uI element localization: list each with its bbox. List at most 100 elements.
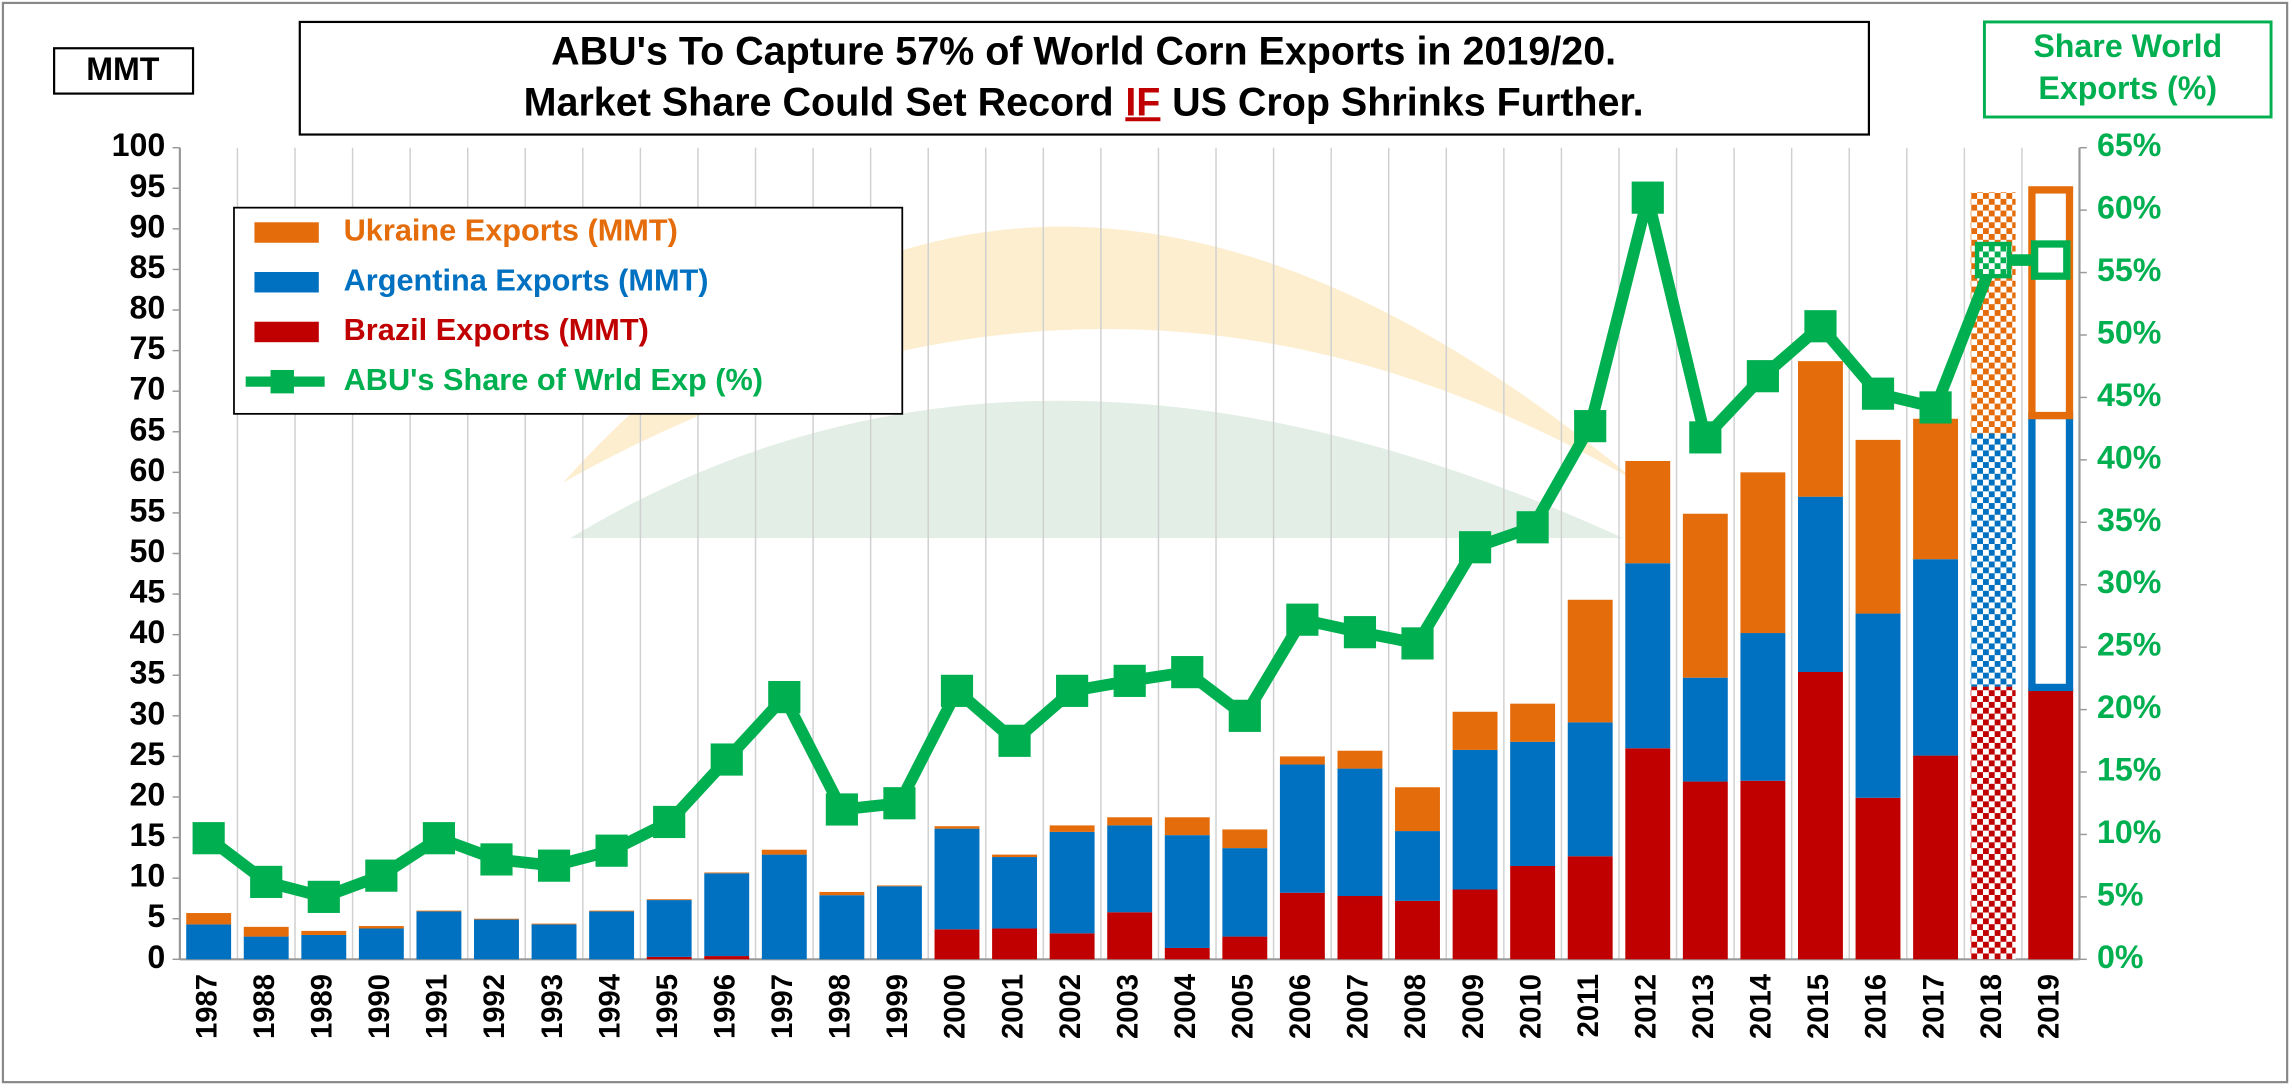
bar (1855, 613, 1901, 798)
x-tick-label: 2018 (1976, 974, 2008, 1039)
x-tick-label: 1995 (652, 974, 684, 1039)
bar (1740, 633, 1786, 781)
marker (1228, 699, 1261, 732)
bar (704, 956, 750, 960)
bar (1682, 513, 1728, 678)
x-tick-label: 2004 (1170, 973, 1202, 1039)
marker (825, 793, 858, 826)
y-tick-label: 45 (129, 574, 165, 610)
bar (1452, 889, 1498, 960)
bar (2028, 186, 2074, 420)
y-tick-label: 0 (147, 939, 165, 975)
bar (704, 873, 750, 957)
x-tick-label: 1988 (249, 974, 281, 1039)
bar (934, 828, 980, 930)
bar (186, 913, 232, 925)
y2-axis-label: Share World (2033, 28, 2222, 64)
x-tick-label: 1991 (422, 974, 454, 1039)
marker (768, 681, 801, 714)
bar (761, 854, 807, 960)
y2-tick-label: 30% (2097, 564, 2161, 600)
y2-tick-label: 5% (2097, 876, 2143, 912)
x-tick-label: 2000 (940, 974, 972, 1039)
bar (1395, 900, 1440, 960)
bar (1452, 749, 1498, 890)
bar (1913, 418, 1959, 560)
y2-tick-label: 55% (2097, 252, 2161, 288)
bar (1682, 677, 1728, 782)
bar (819, 895, 865, 960)
y2-tick-label: 35% (2097, 502, 2161, 538)
bar (876, 886, 922, 960)
bar (1740, 780, 1786, 960)
marker (710, 743, 743, 776)
x-tick-label: 2008 (1400, 974, 1432, 1039)
chart-title: Market Share Could Set Record IF US Crop S… (524, 81, 1644, 125)
bar (531, 923, 577, 925)
marker (1974, 241, 2012, 279)
marker (365, 859, 398, 892)
y-axis-label: MMT (86, 51, 160, 87)
x-tick-label: 2002 (1055, 974, 1087, 1039)
marker (1286, 603, 1319, 636)
marker (595, 834, 628, 867)
bar (646, 899, 692, 901)
marker (1689, 421, 1722, 454)
bar (1625, 563, 1671, 749)
bar (992, 857, 1038, 929)
bar (589, 911, 635, 960)
legend-swatch (254, 222, 319, 243)
x-tick-label: 1987 (191, 974, 223, 1039)
x-tick-label: 1999 (882, 974, 914, 1039)
chart-title: ABU's To Capture 57% of World Corn Expor… (551, 30, 1616, 74)
legend-label: ABU's Share of Wrld Exp (%) (344, 362, 763, 397)
bar (1798, 672, 1843, 960)
marker (1746, 360, 1779, 393)
legend-swatch (270, 369, 294, 394)
bar (301, 934, 347, 960)
bar (819, 891, 865, 896)
bar (301, 930, 347, 935)
bar (646, 956, 692, 960)
bar (1970, 433, 2016, 687)
legend-label: Argentina Exports (MMT) (344, 262, 709, 297)
legend-swatch (254, 321, 319, 343)
bar (761, 849, 807, 855)
bar (1798, 496, 1843, 673)
legend-label: Ukraine Exports (MMT) (344, 213, 678, 248)
bar (1855, 439, 1901, 614)
x-tick-label: 2005 (1228, 974, 1260, 1039)
marker (1171, 656, 1204, 689)
marker (1343, 616, 1377, 649)
bar (1567, 856, 1613, 960)
x-tick-label: 2010 (1515, 974, 1547, 1039)
y2-tick-label: 45% (2097, 377, 2161, 413)
watermark-arc (570, 400, 1624, 539)
bar (1222, 848, 1268, 937)
bar (1337, 896, 1383, 960)
marker (192, 822, 225, 855)
bar (704, 872, 750, 874)
marker (480, 843, 513, 876)
marker (1574, 410, 1607, 443)
bar (1337, 750, 1383, 769)
y-tick-label: 35 (129, 655, 165, 691)
bar (1510, 741, 1556, 866)
x-tick-label: 2011 (1573, 974, 1605, 1037)
bar (1913, 559, 1959, 756)
bar (1222, 829, 1268, 849)
y2-tick-label: 25% (2097, 627, 2161, 663)
legend-label: Brazil Exports (MMT) (344, 312, 649, 347)
bar (1222, 936, 1268, 960)
ylabel-box (53, 47, 195, 95)
bar (992, 854, 1038, 858)
x-tick-label: 2003 (1112, 974, 1144, 1039)
bar (876, 885, 922, 887)
bar (1625, 460, 1671, 564)
y-tick-label: 100 (112, 127, 166, 163)
x-tick-label: 2001 (997, 974, 1029, 1039)
bar (589, 910, 635, 912)
bar (416, 911, 462, 960)
marker (422, 822, 456, 855)
bar (1682, 781, 1728, 960)
